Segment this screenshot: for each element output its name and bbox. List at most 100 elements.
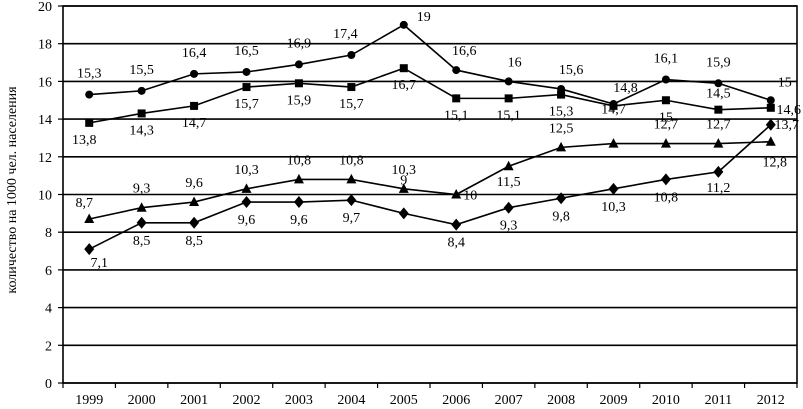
- data-label: 8,4: [447, 236, 465, 251]
- y-tick-label: 18: [38, 38, 52, 53]
- marker-square: [399, 64, 408, 73]
- series-line-square: [89, 67, 771, 124]
- marker-square: [347, 83, 356, 92]
- marker-circle: [85, 90, 94, 99]
- data-label: 16,7: [392, 78, 417, 93]
- marker-triangle: [503, 160, 514, 171]
- data-label: 15,5: [129, 63, 154, 78]
- x-tick-label: 2001: [180, 393, 208, 408]
- marker-diamond: [451, 218, 462, 231]
- series-line-diamond: [88, 124, 772, 250]
- data-label: 11,5: [497, 175, 521, 190]
- data-label: 12,7: [706, 118, 731, 133]
- marker-circle: [399, 20, 408, 29]
- marker-circle: [504, 77, 513, 86]
- y-tick-label: 2: [45, 339, 52, 354]
- data-label: 14,5: [706, 87, 731, 102]
- marker-diamond: [241, 196, 252, 209]
- marker-square: [137, 109, 146, 118]
- marker-circle: [714, 79, 723, 88]
- data-label: 13,8: [72, 133, 97, 148]
- marker-diamond: [660, 173, 671, 186]
- data-label: 10,3: [234, 163, 259, 178]
- data-label: 16,9: [287, 36, 312, 51]
- marker-square: [766, 103, 775, 112]
- data-label: 15,7: [234, 97, 259, 112]
- marker-triangle: [398, 183, 409, 193]
- y-tick-label: 6: [45, 264, 52, 279]
- data-label: 9: [400, 173, 407, 188]
- x-tick-label: 2000: [128, 393, 156, 408]
- x-tick-label: 2008: [547, 393, 575, 408]
- marker-square: [661, 96, 670, 105]
- series-line-circle: [89, 23, 772, 105]
- y-tick-label: 4: [45, 302, 52, 317]
- data-label: 17,4: [333, 27, 358, 42]
- data-label: 9,8: [552, 209, 570, 224]
- marker-diamond: [346, 194, 357, 207]
- x-tick-label: 2011: [705, 393, 732, 408]
- data-label: 13,7: [775, 118, 800, 133]
- y-tick-label: 0: [45, 377, 52, 392]
- data-label: 14,7: [182, 116, 207, 131]
- y-tick-label: 20: [38, 0, 52, 15]
- series-line-triangle: [89, 140, 771, 220]
- data-label: 16,1: [654, 52, 679, 67]
- marker-diamond: [293, 196, 304, 209]
- data-label: 8,5: [133, 234, 151, 249]
- data-label: 12,7: [654, 118, 679, 133]
- marker-circle: [190, 69, 199, 78]
- data-label: 16: [508, 55, 522, 70]
- marker-triangle: [713, 138, 724, 148]
- marker-triangle: [660, 138, 671, 148]
- marker-diamond: [713, 165, 724, 178]
- x-tick-label: 2012: [757, 393, 785, 408]
- marker-triangle: [346, 173, 357, 184]
- data-label: 9,3: [500, 219, 518, 234]
- marker-square: [609, 101, 618, 110]
- data-label: 19: [417, 10, 431, 25]
- marker-diamond: [608, 182, 619, 195]
- marker-triangle: [556, 141, 567, 152]
- marker-diamond: [84, 243, 95, 256]
- data-label: 10,3: [392, 163, 417, 178]
- y-tick-label: 12: [38, 151, 52, 166]
- data-label: 14,6: [777, 103, 802, 118]
- data-label: 15,3: [77, 67, 102, 82]
- x-tick-label: 2007: [495, 393, 523, 408]
- data-label: 9,7: [343, 211, 361, 226]
- x-tick-label: 1999: [75, 393, 103, 408]
- marker-diamond: [503, 201, 514, 214]
- y-tick-label: 16: [38, 75, 52, 90]
- data-label: 7,1: [90, 256, 108, 271]
- data-label: 15,7: [339, 97, 364, 112]
- data-label: 12,5: [549, 121, 574, 136]
- x-tick-label: 2004: [337, 393, 365, 408]
- y-axis-label: количество на 1000 чел. населения: [5, 86, 20, 294]
- data-label: 10,8: [287, 153, 312, 168]
- marker-triangle: [84, 213, 95, 224]
- marker-square: [85, 118, 94, 127]
- x-tick-label: 2009: [600, 393, 628, 408]
- x-tick-label: 2002: [233, 393, 261, 408]
- data-label: 15: [659, 110, 673, 125]
- marker-triangle: [293, 173, 304, 184]
- marker-circle: [766, 96, 775, 105]
- marker-circle: [452, 66, 461, 75]
- marker-triangle: [136, 202, 147, 212]
- data-label: 16,4: [182, 46, 207, 61]
- marker-diamond: [398, 207, 409, 220]
- marker-circle: [294, 60, 303, 69]
- marker-square: [557, 90, 566, 99]
- data-label: 8,5: [185, 234, 203, 249]
- marker-triangle: [241, 183, 252, 193]
- x-tick-label: 2005: [390, 393, 418, 408]
- y-tick-label: 8: [45, 226, 52, 241]
- y-tick-label: 14: [38, 113, 52, 128]
- data-label: 10: [463, 189, 477, 204]
- data-label: 11,2: [706, 181, 730, 196]
- marker-circle: [661, 75, 670, 84]
- marker-triangle: [189, 196, 200, 207]
- data-label: 10,8: [654, 190, 679, 205]
